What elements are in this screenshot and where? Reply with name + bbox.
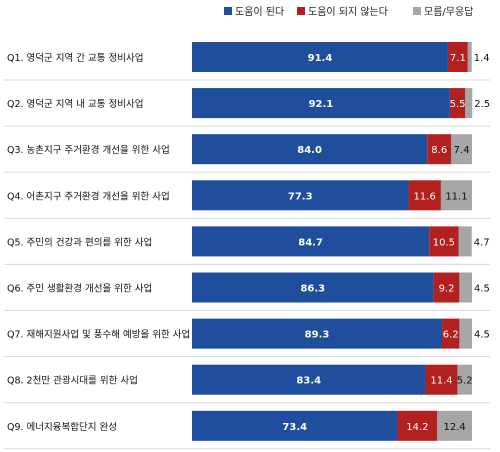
bar-segment	[459, 272, 472, 303]
bar-segment	[458, 226, 472, 257]
bar-segment	[429, 226, 459, 257]
bar-segment	[192, 180, 409, 211]
value-label: 91.4	[308, 53, 333, 64]
bar-segment	[427, 134, 452, 165]
value-label: 11.1	[445, 191, 467, 202]
category-label: Q5. 주민의 건강과 편의를 위한 사업	[7, 236, 152, 248]
bar-segment	[192, 318, 443, 349]
value-label: 9.2	[439, 284, 455, 295]
bar-segment	[451, 134, 472, 165]
legend-label: 모름/무응답	[424, 6, 473, 18]
legend-swatch	[297, 7, 305, 15]
value-label: 1.4	[474, 53, 490, 64]
bar-segment	[192, 364, 426, 395]
category-label: Q1. 영덕군 지역 간 교통 정비사업	[7, 52, 144, 64]
legend-item: 도움이 된다	[224, 6, 284, 18]
bar-segment	[457, 364, 472, 395]
value-label: 2.5	[474, 99, 490, 110]
value-label: 89.3	[305, 330, 330, 341]
value-label: 7.4	[454, 145, 470, 156]
bar-segment	[397, 410, 438, 441]
value-label: 77.3	[288, 191, 313, 202]
value-label: 84.7	[298, 237, 323, 248]
category-label: Q4. 어촌지구 주거환경 개선을 위한 사업	[7, 190, 170, 202]
chart-row: Q9. 에너지융복합단지 완성 73.4 14.2 12.4	[4, 410, 490, 450]
bar-segment	[467, 42, 472, 72]
legend-label: 도움이 되지 않는다	[308, 6, 388, 18]
value-label: 84.0	[297, 145, 322, 156]
chart-row: Q6. 주민 생활환경 개선을 위한 사업 86.3 9.2 4.5	[4, 272, 490, 311]
value-label: 7.1	[450, 53, 466, 64]
chart-row: Q1. 영덕군 지역 간 교통 정비사업 91.4 7.1 1.4	[4, 42, 490, 81]
chart-row: Q8. 2천만 관광시대를 위한 사업 83.4 11.4 5.2	[4, 364, 490, 404]
bar-segment	[442, 318, 460, 349]
category-label: Q9. 에너지융복합단지 완성	[7, 422, 117, 433]
bar-segment	[447, 42, 468, 72]
bar-segment	[192, 42, 448, 72]
chart-row: Q5. 주민의 건강과 편의를 위한 사업 84.7 10.5 4.7	[4, 226, 490, 265]
chart-row: Q7. 재해지원사업 및 풍수해 예방을 위한 사업 89.3 6.2 4.5	[4, 318, 490, 358]
chart-row: Q3. 농촌지구 주거환경 개선을 위한 사업 84.0 8.6 7.4	[4, 134, 490, 173]
category-label: Q7. 재해지원사업 및 풍수해 예방을 위한 사업	[7, 329, 190, 341]
value-label: 4.5	[474, 330, 490, 341]
bar-segment	[192, 134, 428, 165]
bar-segment	[459, 318, 472, 349]
legend-swatch	[224, 7, 232, 15]
value-label: 92.1	[309, 99, 334, 110]
value-label: 14.2	[406, 422, 428, 433]
value-label: 5.5	[450, 99, 466, 110]
chart-row: Q2. 영덕군 지역 내 교통 정비사업 92.1 5.5 2.5	[4, 88, 490, 127]
category-label: Q8. 2천만 관광시대를 위한 사업	[7, 375, 138, 387]
legend-item: 도움이 되지 않는다	[297, 6, 388, 18]
bar-segment	[192, 88, 450, 119]
value-label: 11.6	[414, 191, 436, 202]
value-label: 83.4	[296, 376, 321, 387]
bar-segment	[192, 226, 430, 257]
legend-label: 도움이 된다	[235, 6, 284, 18]
bar-segment	[449, 88, 466, 119]
bar-segment	[192, 410, 398, 441]
value-label: 73.4	[282, 422, 307, 433]
legend-item: 모름/무응답	[413, 6, 473, 18]
legend-swatch	[413, 7, 421, 15]
bar-segment	[425, 364, 458, 395]
bar-segment	[437, 410, 472, 441]
category-label: Q2. 영덕군 지역 내 교통 정비사업	[7, 98, 144, 110]
chart-rows: Q1. 영덕군 지역 간 교통 정비사업 91.4 7.1 1.4 Q2. 영덕군 지역…	[4, 42, 490, 450]
value-label: 11.4	[430, 376, 452, 387]
category-label: Q3. 농촌지구 주거환경 개선을 위한 사업	[7, 144, 170, 156]
bar-segment	[408, 180, 441, 211]
bar-segment	[465, 88, 473, 119]
bar-segment	[192, 272, 434, 303]
value-label: 6.2	[443, 330, 459, 341]
value-label: 10.5	[433, 237, 455, 248]
value-label: 8.6	[431, 145, 447, 156]
value-label: 12.4	[444, 422, 466, 433]
chart-row: Q4. 어촌지구 주거환경 개선을 위한 사업 77.3 11.6 11.1	[4, 180, 490, 219]
bar-segment	[440, 180, 472, 211]
value-label: 5.2	[457, 376, 473, 387]
bar-segment	[433, 272, 460, 303]
category-label: Q6. 주민 생활환경 개선을 위한 사업	[7, 283, 152, 295]
value-label: 4.5	[474, 284, 490, 295]
value-label: 86.3	[300, 284, 325, 295]
value-label: 4.7	[474, 237, 490, 248]
legend: 도움이 된다 도움이 되지 않는다 모름/무응답	[224, 6, 473, 18]
